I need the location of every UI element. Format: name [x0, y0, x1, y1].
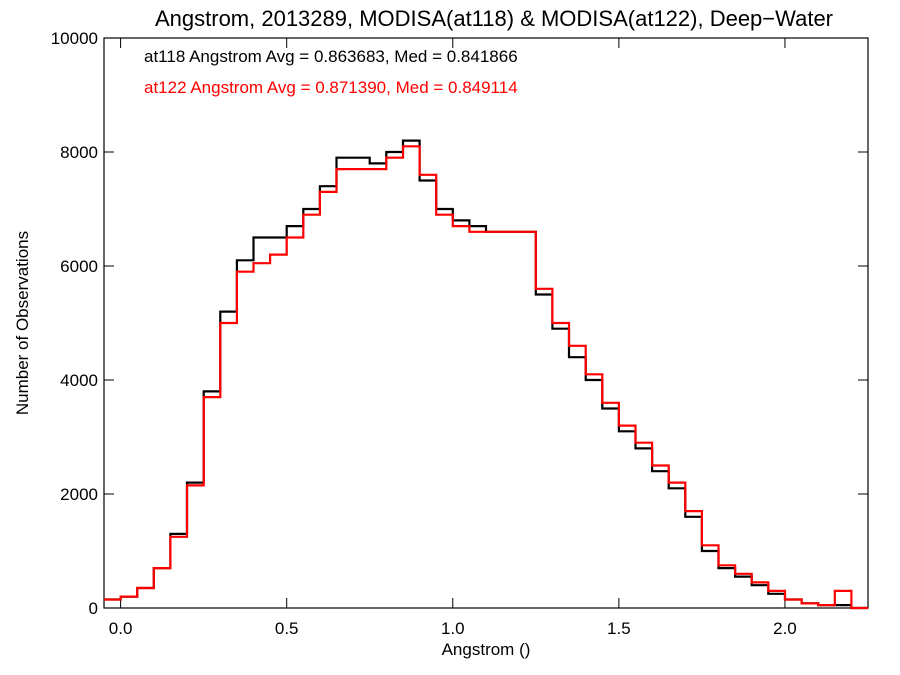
y-axis-label: Number of Observations — [13, 231, 32, 415]
annotation-at122: at122 Angstrom Avg = 0.871390, Med = 0.8… — [144, 78, 518, 97]
series-layer — [104, 139, 868, 610]
x-tick-label: 0.0 — [109, 619, 133, 638]
y-tick-label: 6000 — [60, 257, 98, 276]
x-axis-label: Angstrom () — [442, 640, 531, 659]
plot-frame — [103, 37, 869, 609]
x-axis: 0.0 0.5 1.0 1.5 2.0 — [109, 38, 797, 638]
series-at118-line — [104, 139, 868, 610]
x-tick-label: 1.0 — [441, 619, 465, 638]
x-tick-label: 2.0 — [773, 619, 797, 638]
y-tick-label: 0 — [89, 599, 98, 618]
y-tick-label: 8000 — [60, 143, 98, 162]
y-tick-label: 10000 — [51, 29, 98, 48]
x-tick-label: 0.5 — [275, 619, 299, 638]
y-tick-label: 2000 — [60, 485, 98, 504]
chart-title: Angstrom, 2013289, MODISA(at118) & MODIS… — [155, 6, 833, 31]
y-axis: 0 2000 4000 6000 8000 10000 — [51, 29, 868, 618]
series-at122-line — [104, 145, 868, 610]
y-tick-label: 4000 — [60, 371, 98, 390]
annotation-at118: at118 Angstrom Avg = 0.863683, Med = 0.8… — [144, 47, 518, 66]
x-tick-label: 1.5 — [607, 619, 631, 638]
